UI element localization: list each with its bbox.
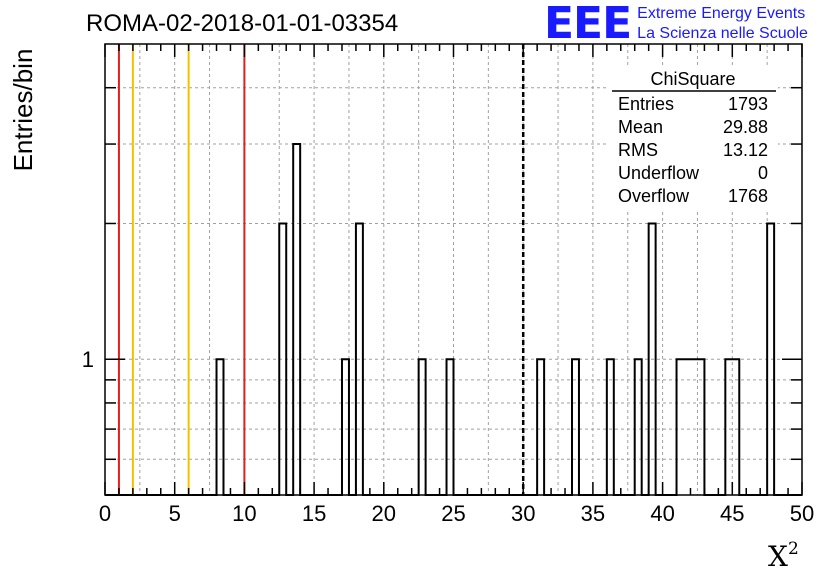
stats-value: 13.12 bbox=[723, 140, 768, 160]
histogram-bin bbox=[293, 144, 300, 495]
stats-box: ChiSquare Entries 1793 Mean 29.88 RMS 13.12 Un… bbox=[608, 66, 778, 209]
x-tick-label: 45 bbox=[720, 501, 744, 526]
y-tick-labels: 1 bbox=[82, 347, 94, 372]
x-tick-labels: 0 5 10 15 20 25 30 35 40 45 50 bbox=[99, 501, 814, 526]
logo-line-2: La Scienza nelle Scuole bbox=[637, 25, 808, 42]
x-tick-label: 40 bbox=[650, 501, 674, 526]
x-axis-label-sup: 2 bbox=[788, 539, 799, 559]
x-tick-label: 20 bbox=[372, 501, 396, 526]
x-tick-label: 35 bbox=[581, 501, 605, 526]
x-tick-label: 15 bbox=[302, 501, 326, 526]
y-axis-label: Entries/bin bbox=[8, 49, 38, 172]
x-tick-label: 30 bbox=[511, 501, 535, 526]
stats-label: Entries bbox=[618, 94, 674, 114]
y-tick-label: 1 bbox=[82, 347, 94, 372]
x-tick-label: 10 bbox=[232, 501, 256, 526]
stats-label: Overflow bbox=[618, 186, 690, 206]
eee-logo: EEE Extreme Energy Events La Scienza nel… bbox=[544, 2, 808, 46]
logo-text: Extreme Energy Events La Scienza nelle S… bbox=[637, 2, 808, 44]
x-tick-label: 25 bbox=[441, 501, 465, 526]
stats-title: ChiSquare bbox=[650, 69, 735, 89]
axis-ticks bbox=[104, 44, 803, 495]
stats-label: Mean bbox=[618, 117, 663, 137]
x-tick-label: 0 bbox=[99, 501, 111, 526]
stats-label: Underflow bbox=[618, 163, 700, 183]
x-tick-label: 50 bbox=[790, 501, 814, 526]
logo-mark: EEE bbox=[544, 0, 632, 49]
x-tick-label: 5 bbox=[169, 501, 181, 526]
stats-value: 1793 bbox=[728, 94, 768, 114]
stats-value: 0 bbox=[758, 163, 768, 183]
logo-line-1: Extreme Energy Events bbox=[637, 5, 806, 22]
stats-value: 29.88 bbox=[723, 117, 768, 137]
stats-value: 1768 bbox=[728, 186, 768, 206]
marker-lines bbox=[117, 44, 525, 495]
stats-rows: Entries 1793 Mean 29.88 RMS 13.12 Underflow 0 Ov… bbox=[618, 94, 768, 206]
x-axis-label-main: X bbox=[768, 540, 788, 572]
x-axis-label: X2 bbox=[768, 539, 799, 572]
stats-label: RMS bbox=[618, 140, 658, 160]
chart-title: ROMA-02-2018-01-01-03354 bbox=[86, 10, 399, 37]
